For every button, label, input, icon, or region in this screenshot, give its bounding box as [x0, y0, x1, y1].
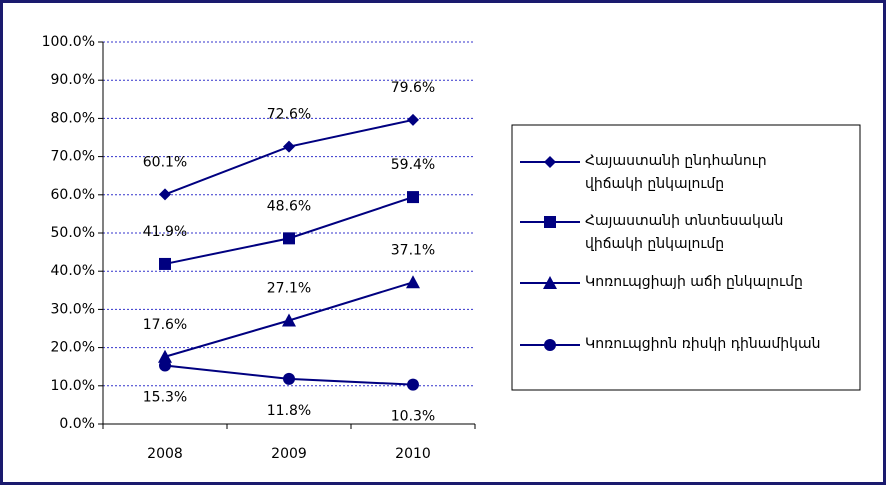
marker [544, 156, 556, 168]
y-tick-label: 60.0% [51, 187, 95, 203]
marker [283, 372, 295, 385]
y-tick-label: 0.0% [59, 416, 95, 432]
y-tick-label: 90.0% [51, 72, 95, 88]
data-label: 60.1% [143, 154, 187, 170]
legend-label: Կոռուպցիայի աճի ընկալումը [585, 274, 803, 290]
marker [544, 339, 556, 351]
data-label: 48.6% [267, 198, 311, 214]
y-tick-label: 100.0% [42, 34, 95, 50]
y-tick-label: 20.0% [51, 340, 95, 356]
marker [159, 188, 171, 201]
y-tick-label: 70.0% [51, 149, 95, 165]
legend-label: Հայաստանի ընդհանուր վիճակի ընկալումը [585, 153, 767, 192]
marker [407, 191, 419, 204]
y-tick-label: 80.0% [51, 110, 95, 126]
marker [158, 349, 172, 363]
data-label: 11.8% [267, 403, 311, 419]
marker [159, 359, 171, 372]
marker [544, 216, 556, 228]
legend-label: Հայաստանի տնտեսական վիճակի ընկալումը [585, 213, 784, 252]
data-label: 17.6% [143, 317, 187, 333]
marker [407, 378, 419, 391]
marker [407, 113, 419, 126]
marker [283, 140, 295, 153]
marker [159, 257, 171, 270]
data-label: 72.6% [267, 107, 311, 123]
x-tick-label: 2010 [395, 446, 431, 462]
y-tick-label: 50.0% [51, 225, 95, 241]
data-label: 27.1% [267, 280, 311, 296]
data-label: 15.3% [143, 390, 187, 406]
x-tick-label: 2009 [271, 446, 307, 462]
marker [283, 232, 295, 245]
marker [406, 275, 420, 289]
data-label: 59.4% [391, 157, 435, 173]
series-line [164, 118, 414, 196]
data-label: 41.9% [143, 224, 187, 240]
y-tick-label: 40.0% [51, 263, 95, 279]
marker [282, 313, 296, 327]
legend-label: Կոռուպցիոն ռիսկի դինամիկան [585, 336, 821, 352]
marker [543, 276, 557, 289]
y-tick-label: 10.0% [51, 378, 95, 394]
data-label: 79.6% [391, 80, 435, 96]
x-tick-label: 2008 [147, 446, 183, 462]
y-tick-label: 30.0% [51, 301, 95, 317]
data-label: 10.3% [391, 409, 435, 425]
data-label: 37.1% [391, 242, 435, 258]
